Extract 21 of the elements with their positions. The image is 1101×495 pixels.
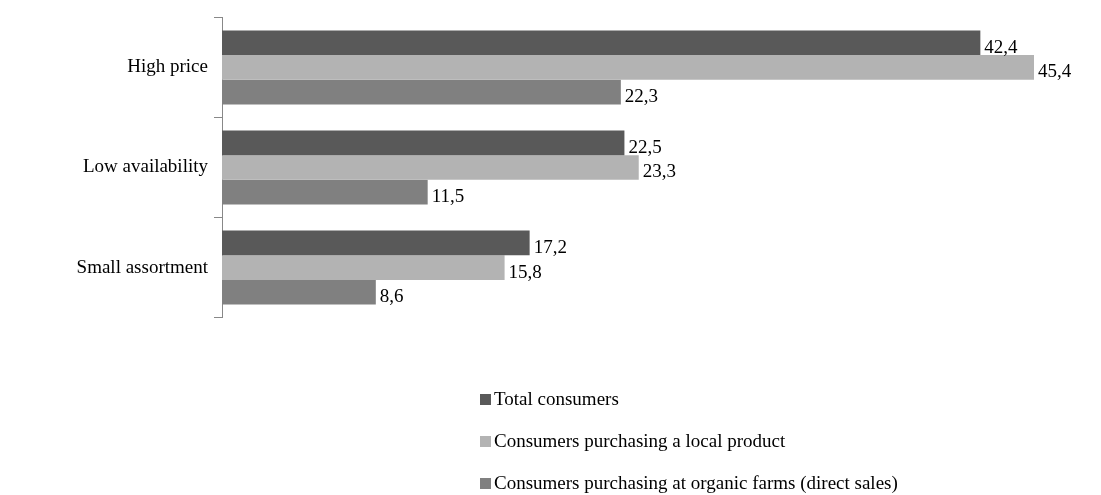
- y-tick-label: Low availability: [82, 155, 209, 177]
- data-label: 17,2: [533, 235, 567, 257]
- data-label: 42,4: [984, 35, 1019, 57]
- bar: [222, 130, 625, 156]
- bar: [222, 55, 1034, 80]
- data-label: 23,3: [642, 160, 676, 182]
- y-tick-label: Small assortment: [76, 255, 209, 277]
- y-tick-label: High price: [127, 55, 208, 77]
- bar: [222, 30, 981, 56]
- legend-label: Consumers purchasing at organic farms (direct sales): [494, 472, 898, 494]
- bar: [222, 155, 639, 180]
- legend-label: Total consumers: [494, 388, 619, 410]
- bar: [222, 255, 505, 280]
- bar: [222, 230, 530, 256]
- data-label: 8,6: [379, 285, 404, 307]
- data-label: 45,4: [1038, 60, 1072, 82]
- data-label: 15,8: [508, 260, 542, 282]
- data-label: 11,5: [431, 185, 465, 207]
- data-label: 22,5: [628, 135, 662, 157]
- data-label: 22,3: [624, 85, 659, 107]
- legend-label: Consumers purchasing a local product: [494, 430, 786, 452]
